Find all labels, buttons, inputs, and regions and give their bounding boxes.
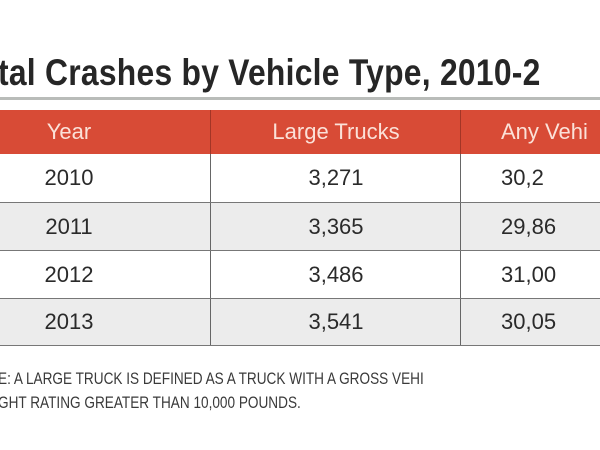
footnote-line-2: GHT RATING GREATER THAN 10,000 POUNDS.: [0, 393, 301, 412]
table-row: 2010 3,271 30,2: [0, 154, 600, 203]
cell-large-trucks: 3,271: [210, 154, 461, 202]
cell-any-vehicle: 29,86: [460, 203, 600, 250]
cell-large-trucks: 3,486: [210, 251, 461, 298]
cell-year: 2010: [44, 165, 94, 190]
crash-table: Year Large Trucks Any Vehi 2010 3,271 30…: [0, 110, 600, 348]
cell-any-vehicle: 30,2: [460, 154, 600, 202]
title-divider: [0, 97, 600, 100]
table-header-row: Year Large Trucks Any Vehi: [0, 110, 600, 154]
header-large-trucks: Large Trucks: [210, 110, 461, 154]
table-row: 2013 3,541 30,05: [0, 299, 600, 346]
table-row: 2011 3,365 29,86: [0, 203, 600, 251]
table-title: tal Crashes by Vehicle Type, 2010-2: [0, 52, 541, 93]
cell-year: 2013: [44, 309, 94, 334]
header-year: Year: [46, 119, 92, 144]
cell-year: 2011: [45, 213, 93, 239]
cell-any-vehicle: 31,00: [460, 251, 600, 298]
cell-large-trucks: 3,365: [210, 203, 461, 250]
footnote-line-1: E: A LARGE TRUCK IS DEFINED AS A TRUCK W…: [0, 369, 424, 388]
cell-year: 2012: [44, 261, 94, 287]
cell-large-trucks: 3,541: [210, 299, 461, 345]
header-any-vehicle: Any Vehi: [460, 110, 600, 154]
cell-any-vehicle: 30,05: [460, 299, 600, 345]
table-row: 2012 3,486 31,00: [0, 251, 600, 299]
